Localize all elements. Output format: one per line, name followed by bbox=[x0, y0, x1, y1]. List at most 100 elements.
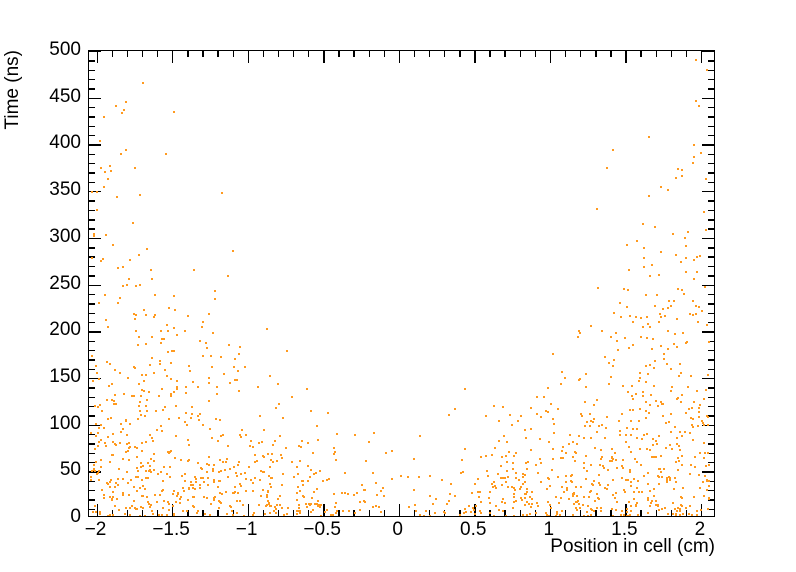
scatter-point bbox=[121, 284, 124, 287]
scatter-point bbox=[572, 503, 575, 506]
scatter-point bbox=[280, 484, 283, 487]
scatter-point bbox=[625, 511, 628, 513]
scatter-point bbox=[595, 207, 598, 210]
y-major-tick-right bbox=[702, 191, 714, 193]
scatter-point bbox=[185, 385, 187, 388]
scatter-point bbox=[115, 104, 117, 107]
scatter-point bbox=[577, 515, 580, 516]
x-tick-label: −2 bbox=[84, 519, 107, 540]
scatter-point bbox=[575, 486, 578, 489]
scatter-point bbox=[212, 497, 215, 500]
y-major-tick bbox=[89, 284, 101, 286]
scatter-point bbox=[267, 501, 270, 504]
scatter-point bbox=[585, 421, 588, 424]
scatter-point bbox=[667, 421, 670, 423]
scatter-point bbox=[155, 429, 158, 432]
scatter-point bbox=[93, 448, 96, 450]
scatter-point bbox=[697, 306, 700, 308]
scatter-point bbox=[176, 491, 179, 494]
scatter-point bbox=[216, 439, 219, 442]
scatter-point bbox=[547, 410, 550, 413]
scatter-point bbox=[140, 414, 143, 417]
scatter-point bbox=[625, 508, 628, 511]
scatter-point bbox=[92, 233, 95, 236]
scatter-point bbox=[156, 473, 159, 475]
scatter-point bbox=[314, 502, 316, 505]
scatter-point bbox=[103, 494, 106, 497]
scatter-point bbox=[460, 471, 462, 474]
scatter-point bbox=[298, 504, 300, 506]
scatter-point bbox=[693, 258, 696, 261]
scatter-point bbox=[642, 474, 645, 477]
scatter-point bbox=[637, 513, 640, 516]
scatter-point bbox=[90, 354, 93, 357]
scatter-point bbox=[145, 410, 148, 413]
scatter-point bbox=[571, 456, 574, 459]
scatter-point bbox=[676, 457, 679, 460]
scatter-point bbox=[707, 498, 710, 501]
scatter-point bbox=[273, 510, 276, 513]
scatter-point bbox=[249, 439, 252, 442]
scatter-point bbox=[118, 508, 120, 511]
y-major-tick bbox=[89, 331, 101, 333]
scatter-point bbox=[698, 104, 701, 107]
scatter-point bbox=[619, 430, 622, 433]
scatter-point bbox=[109, 486, 111, 489]
y-minor-tick bbox=[89, 321, 95, 324]
scatter-point bbox=[148, 468, 151, 471]
scatter-point bbox=[142, 309, 145, 312]
scatter-point bbox=[522, 475, 525, 478]
scatter-point bbox=[151, 356, 154, 359]
scatter-point bbox=[305, 503, 308, 505]
scatter-point bbox=[686, 231, 689, 233]
scatter-point bbox=[628, 513, 631, 516]
scatter-point bbox=[170, 378, 173, 380]
x-minor-tick bbox=[187, 510, 189, 516]
scatter-point bbox=[208, 377, 211, 380]
scatter-point bbox=[168, 509, 170, 512]
scatter-point bbox=[640, 316, 643, 319]
scatter-point bbox=[263, 428, 266, 431]
scatter-point bbox=[648, 274, 651, 277]
x-minor-tick-top bbox=[459, 51, 461, 57]
scatter-point bbox=[642, 223, 645, 226]
scatter-point bbox=[266, 499, 269, 502]
scatter-point bbox=[502, 510, 505, 512]
scatter-point bbox=[559, 382, 562, 385]
scatter-point bbox=[176, 495, 179, 498]
scatter-point bbox=[587, 505, 589, 508]
scatter-point bbox=[125, 148, 128, 151]
scatter-point bbox=[514, 471, 517, 474]
scatter-point bbox=[107, 325, 110, 328]
scatter-point bbox=[312, 452, 315, 454]
scatter-point bbox=[658, 320, 661, 323]
scatter-point bbox=[511, 462, 514, 465]
x-minor-tick-top bbox=[444, 51, 446, 57]
scatter-point bbox=[299, 512, 302, 515]
scatter-point bbox=[137, 344, 140, 346]
scatter-point bbox=[125, 283, 128, 286]
scatter-point bbox=[161, 430, 164, 433]
scatter-point bbox=[699, 404, 702, 406]
scatter-point bbox=[93, 235, 96, 237]
x-minor-tick bbox=[232, 510, 234, 516]
scatter-point bbox=[693, 143, 696, 146]
scatter-point bbox=[641, 394, 644, 397]
scatter-point bbox=[514, 488, 517, 491]
scatter-point bbox=[479, 501, 482, 504]
scatter-point bbox=[274, 508, 277, 511]
x-minor-tick-top bbox=[428, 51, 431, 57]
y-minor-tick-right bbox=[708, 415, 714, 417]
scatter-point bbox=[268, 504, 271, 507]
scatter-point bbox=[308, 476, 311, 479]
y-minor-tick bbox=[89, 312, 95, 314]
scatter-point bbox=[519, 487, 522, 490]
scatter-point bbox=[222, 373, 225, 376]
x-minor-tick-top bbox=[564, 51, 567, 57]
scatter-point bbox=[563, 490, 566, 493]
scatter-point bbox=[191, 495, 194, 498]
scatter-point bbox=[695, 312, 698, 315]
x-minor-tick bbox=[156, 510, 159, 516]
scatter-point bbox=[627, 268, 630, 271]
scatter-point bbox=[182, 510, 185, 513]
